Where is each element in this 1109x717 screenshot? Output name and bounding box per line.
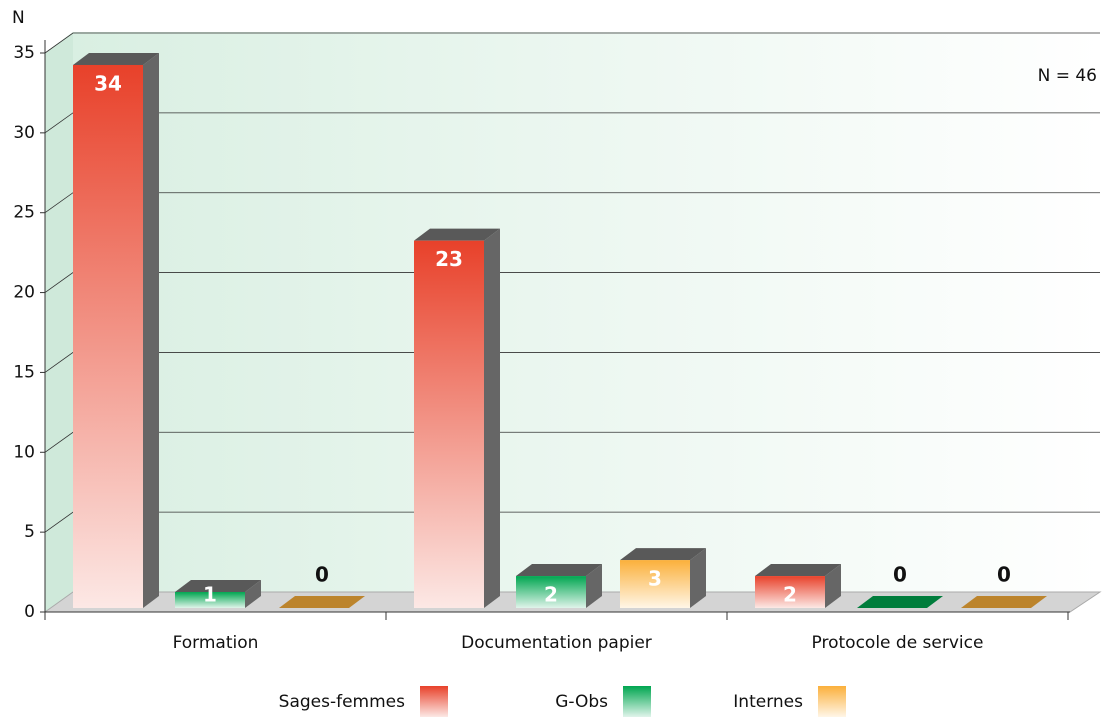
legend-swatch (818, 686, 846, 717)
y-tick-label: 15 (13, 362, 35, 382)
bar (175, 580, 261, 608)
bar (73, 52, 159, 608)
y-tick-label: 35 (13, 43, 35, 63)
legend-swatch (623, 686, 651, 717)
bar-side (484, 228, 500, 608)
x-tick-label: Protocole de service (812, 633, 984, 653)
bar-top (73, 52, 159, 65)
y-tick-label: 20 (13, 283, 35, 303)
bar (857, 596, 943, 608)
value-label: 34 (94, 71, 122, 95)
bar (279, 596, 365, 608)
bar-top (620, 548, 706, 561)
bar (755, 564, 841, 608)
bar-top (414, 228, 500, 241)
bar (414, 228, 500, 608)
value-label: 0 (315, 563, 329, 587)
legend-label: Sages-femmes (279, 692, 405, 712)
back-wall (73, 32, 1100, 592)
y-tick-label: 5 (24, 522, 35, 542)
value-label: 23 (435, 247, 463, 271)
value-label: 2 (783, 583, 797, 607)
bar (516, 564, 602, 608)
grid-line (44, 32, 1100, 54)
bar-flat (279, 596, 365, 608)
bar-front (175, 592, 245, 608)
value-label: 3 (648, 567, 662, 591)
y-axis-label: N (12, 8, 25, 28)
legend-label: Internes (733, 692, 803, 712)
value-label: 0 (997, 563, 1011, 587)
value-label: 1 (203, 583, 217, 607)
bar (961, 596, 1047, 608)
x-tick-label: Formation (173, 633, 259, 653)
bar-side (586, 564, 602, 608)
bar-flat (857, 596, 943, 608)
bar-front (516, 576, 586, 608)
bar-side (143, 52, 159, 608)
y-tick-label: 0 (24, 602, 35, 622)
bar-side (245, 580, 261, 608)
bar-top (516, 564, 602, 577)
y-tick-label: 30 (13, 123, 35, 143)
bar-flat (961, 596, 1047, 608)
x-tick-label: Documentation papier (461, 633, 652, 653)
bar-front (620, 560, 690, 608)
bar-front (73, 64, 143, 608)
legend-swatch (420, 686, 448, 717)
bar (620, 548, 706, 608)
bar-side (690, 548, 706, 608)
value-label: 2 (544, 583, 558, 607)
bar-top (755, 564, 841, 577)
bar-side (825, 564, 841, 608)
annotation: N = 46 (1038, 66, 1097, 86)
side-wall (45, 32, 73, 612)
bar-front (414, 240, 484, 608)
value-label: 0 (893, 563, 907, 587)
y-tick-label: 10 (13, 442, 35, 462)
y-tick-label: 25 (13, 203, 35, 223)
bar-top (175, 580, 261, 593)
bar-front (755, 576, 825, 608)
legend-label: G-Obs (555, 692, 608, 712)
